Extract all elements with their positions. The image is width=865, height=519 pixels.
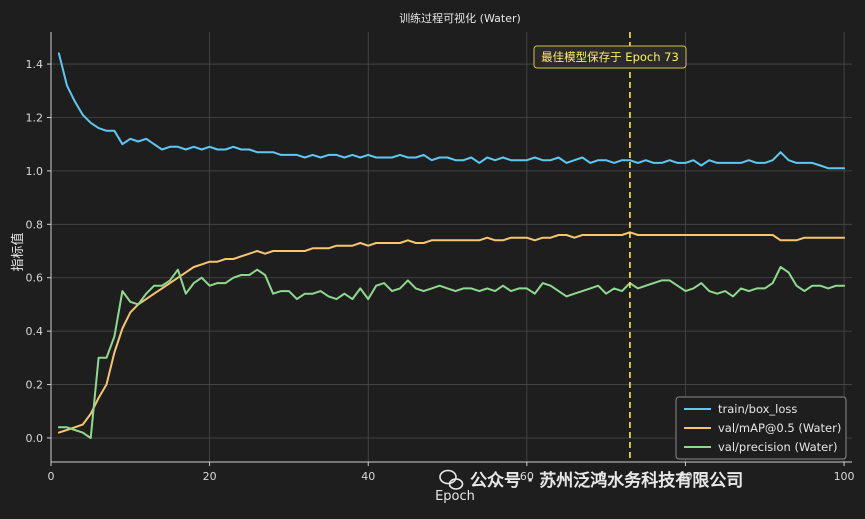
series-lines <box>57 52 846 439</box>
grid-lines <box>50 32 852 462</box>
legend-label-precision: val/precision (Water) <box>718 440 837 454</box>
legend-label-box-loss: train/box_loss <box>718 402 797 416</box>
x-tick-label: 40 <box>361 470 375 483</box>
x-axis-title: Epoch <box>435 489 475 504</box>
series-line-2 <box>57 266 846 439</box>
legend-box <box>675 396 847 460</box>
chart-title: 训练过程可视化 (Water) <box>399 11 521 25</box>
best-model-annotation: 最佳模型保存于 Epoch 73 <box>533 45 687 69</box>
tick-labels: 0 20 40 60 80 100 0.0 0.2 0.4 0.6 0.8 1.0 1.2 1.4 <box>26 58 855 483</box>
y-tick-label: 1.2 <box>26 111 44 124</box>
series-line-1 <box>57 231 846 434</box>
axes <box>47 32 852 466</box>
x-tick-label: 100 <box>834 470 855 483</box>
watermark-text: 公众号 · 苏州泛鸿水务科技有限公司 <box>470 470 743 491</box>
wechat-icon <box>439 469 464 490</box>
watermark: 公众号 · 苏州泛鸿水务科技有限公司 <box>439 469 743 491</box>
legend-label-map: val/mAP@0.5 (Water) <box>718 421 841 435</box>
y-tick-label: 1.4 <box>26 58 44 71</box>
x-tick-label: 20 <box>203 470 217 483</box>
y-axis-title: 指标值 <box>10 232 26 271</box>
y-tick-label: 0.2 <box>26 379 44 392</box>
y-tick-label: 0.0 <box>26 432 44 445</box>
series-line-0 <box>57 52 846 170</box>
y-tick-label: 0.6 <box>26 272 44 285</box>
legend: train/box_loss val/mAP@0.5 (Water) val/p… <box>675 396 847 460</box>
annotation-text: 最佳模型保存于 Epoch 73 <box>541 50 679 64</box>
y-tick-label: 0.8 <box>26 218 44 231</box>
y-tick-label: 1.0 <box>26 165 44 178</box>
x-tick-label: 80 <box>678 470 692 483</box>
y-tick-label: 0.4 <box>26 325 44 338</box>
annotation-box-border <box>533 45 687 69</box>
x-tick-label: 60 <box>520 470 534 483</box>
x-tick-label: 0 <box>48 470 55 483</box>
